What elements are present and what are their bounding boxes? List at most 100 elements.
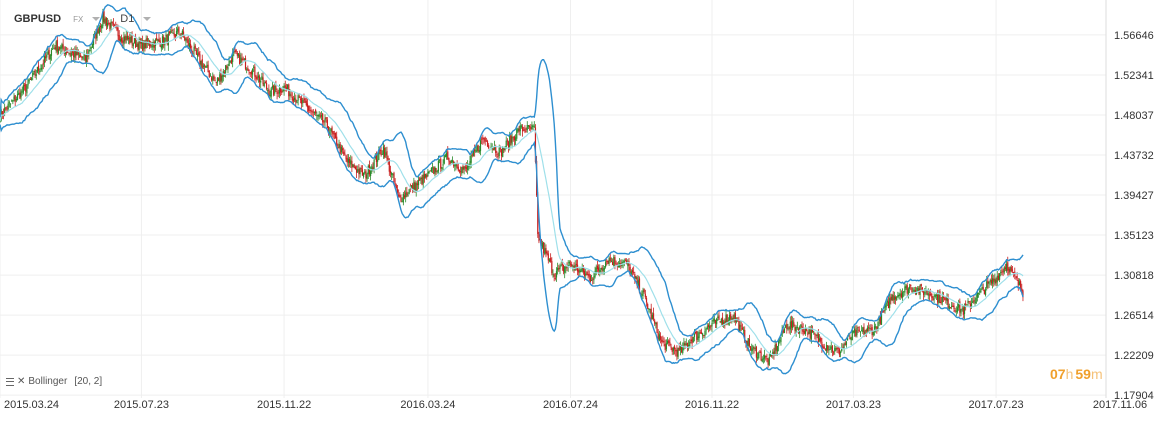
candle-body (811, 329, 814, 333)
candle-body (843, 344, 845, 349)
candle-body (880, 311, 883, 325)
candle-body (85, 54, 88, 63)
candle-body (545, 247, 547, 254)
candle-body (30, 78, 33, 81)
candle-body (693, 333, 696, 337)
candle-body (153, 41, 155, 48)
candle-body (669, 342, 671, 346)
candle-body (256, 76, 258, 80)
candle-body (111, 21, 113, 24)
candle-body (223, 72, 226, 74)
candle-body (78, 55, 81, 57)
candle-body (486, 141, 489, 147)
candle-body (680, 347, 683, 353)
candle-body (960, 309, 962, 314)
candle-body (958, 302, 960, 308)
candle-body (27, 79, 29, 86)
candle-body (526, 124, 528, 131)
candle-body (442, 164, 444, 166)
candle-body (924, 292, 926, 294)
candle-body (763, 355, 766, 359)
candle-body (856, 327, 858, 335)
candle-body (594, 271, 596, 277)
candle-body (438, 159, 441, 161)
candle-body (624, 260, 627, 262)
candle-body (35, 74, 37, 76)
candle-body (124, 36, 126, 42)
y-tick-label: 1.48037 (1114, 110, 1154, 122)
candle-body (547, 253, 549, 261)
indicator-settings-icon[interactable] (6, 377, 14, 386)
indicator-name: Bollinger (28, 376, 68, 387)
candle-body (906, 285, 908, 294)
candle-body (582, 267, 584, 273)
symbol-label[interactable]: GBPUSD (14, 13, 62, 25)
candle-body (776, 346, 779, 352)
candle-body (460, 171, 462, 173)
candle-body (84, 55, 86, 61)
candle-body (739, 324, 741, 332)
candle-body (343, 151, 345, 155)
candle-body (771, 355, 773, 357)
candle-body (527, 125, 530, 127)
candle-body (249, 72, 251, 74)
candle-body (562, 264, 565, 272)
candle-body (128, 37, 130, 40)
candle-body (177, 28, 179, 32)
candle-body (310, 109, 312, 112)
candle-body (104, 18, 106, 24)
candle-body (122, 40, 124, 43)
indicator-remove-icon[interactable]: ✕ (17, 376, 26, 387)
candle-body (170, 31, 172, 33)
timeframe-label[interactable]: D1 (120, 13, 135, 25)
candle-body (652, 313, 655, 320)
candle-body (412, 184, 414, 191)
candle-body (146, 37, 148, 44)
timeframe-dropdown-icon[interactable] (143, 17, 152, 21)
candle-body (516, 129, 518, 139)
candle-body (919, 284, 921, 295)
candle-body (665, 343, 667, 350)
candle-body (502, 146, 504, 157)
candle-body (330, 128, 332, 132)
candle-body (76, 51, 78, 55)
candle-body (372, 167, 374, 169)
candle-body (796, 327, 798, 329)
symbol-dropdown-icon[interactable] (92, 17, 101, 21)
candle-body (810, 329, 812, 340)
candle-body (678, 347, 680, 351)
candle-body (295, 99, 297, 103)
candle-body (358, 168, 360, 175)
candle-body (663, 341, 665, 343)
candle-body (706, 326, 708, 330)
candle-body (1000, 271, 1002, 273)
candle-body (444, 155, 447, 157)
candle-body (778, 339, 780, 346)
candle-body (240, 57, 242, 65)
candle-body (172, 32, 174, 34)
candle-body (548, 259, 551, 262)
candle-body (255, 75, 257, 79)
candle-body (733, 314, 735, 321)
candle-body (71, 51, 74, 53)
candle-body (167, 33, 169, 46)
candle-body (977, 292, 980, 294)
candle-body (567, 264, 569, 267)
candle-body (435, 168, 437, 172)
candle-body (568, 261, 570, 264)
candle-body (216, 78, 219, 83)
candle-body (551, 261, 553, 274)
candle-body (302, 99, 304, 103)
candle-body (768, 356, 770, 365)
candle-body (975, 298, 977, 304)
candle-body (81, 56, 83, 58)
y-tick-label: 1.17904 (1114, 390, 1154, 402)
candle-body (601, 267, 603, 270)
candle-body (211, 77, 213, 81)
candle-body (930, 293, 932, 295)
candle-body (945, 296, 947, 301)
candle-body (137, 43, 139, 50)
candle-body (218, 78, 220, 81)
